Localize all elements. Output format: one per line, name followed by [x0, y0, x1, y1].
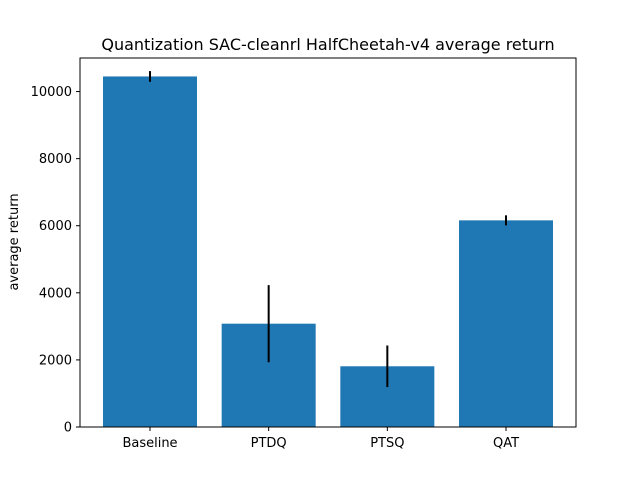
y-tick-label: 10000 — [31, 85, 72, 100]
y-tick-label: 6000 — [39, 219, 72, 234]
bar-baseline — [103, 76, 197, 427]
y-tick-label: 0 — [64, 421, 72, 436]
x-tick-label: PTSQ — [370, 436, 404, 451]
x-tick-label: PTDQ — [251, 436, 287, 451]
plot-area: 0 2000 4000 6000 8000 10000 Baseline PTDQ PTSQ QA… — [31, 57, 577, 451]
y-tick-label: 2000 — [39, 353, 72, 368]
y-tick-label: 4000 — [39, 286, 72, 301]
y-tick-label: 8000 — [39, 152, 72, 167]
chart-title: Quantization SAC-cleanrl HalfCheetah-v4 … — [101, 35, 554, 54]
y-axis-label: average return — [7, 193, 22, 290]
x-tick-label: Baseline — [122, 436, 177, 451]
bar-qat — [459, 220, 553, 427]
axes-frame — [79, 57, 577, 428]
x-tick-label: QAT — [493, 436, 519, 451]
